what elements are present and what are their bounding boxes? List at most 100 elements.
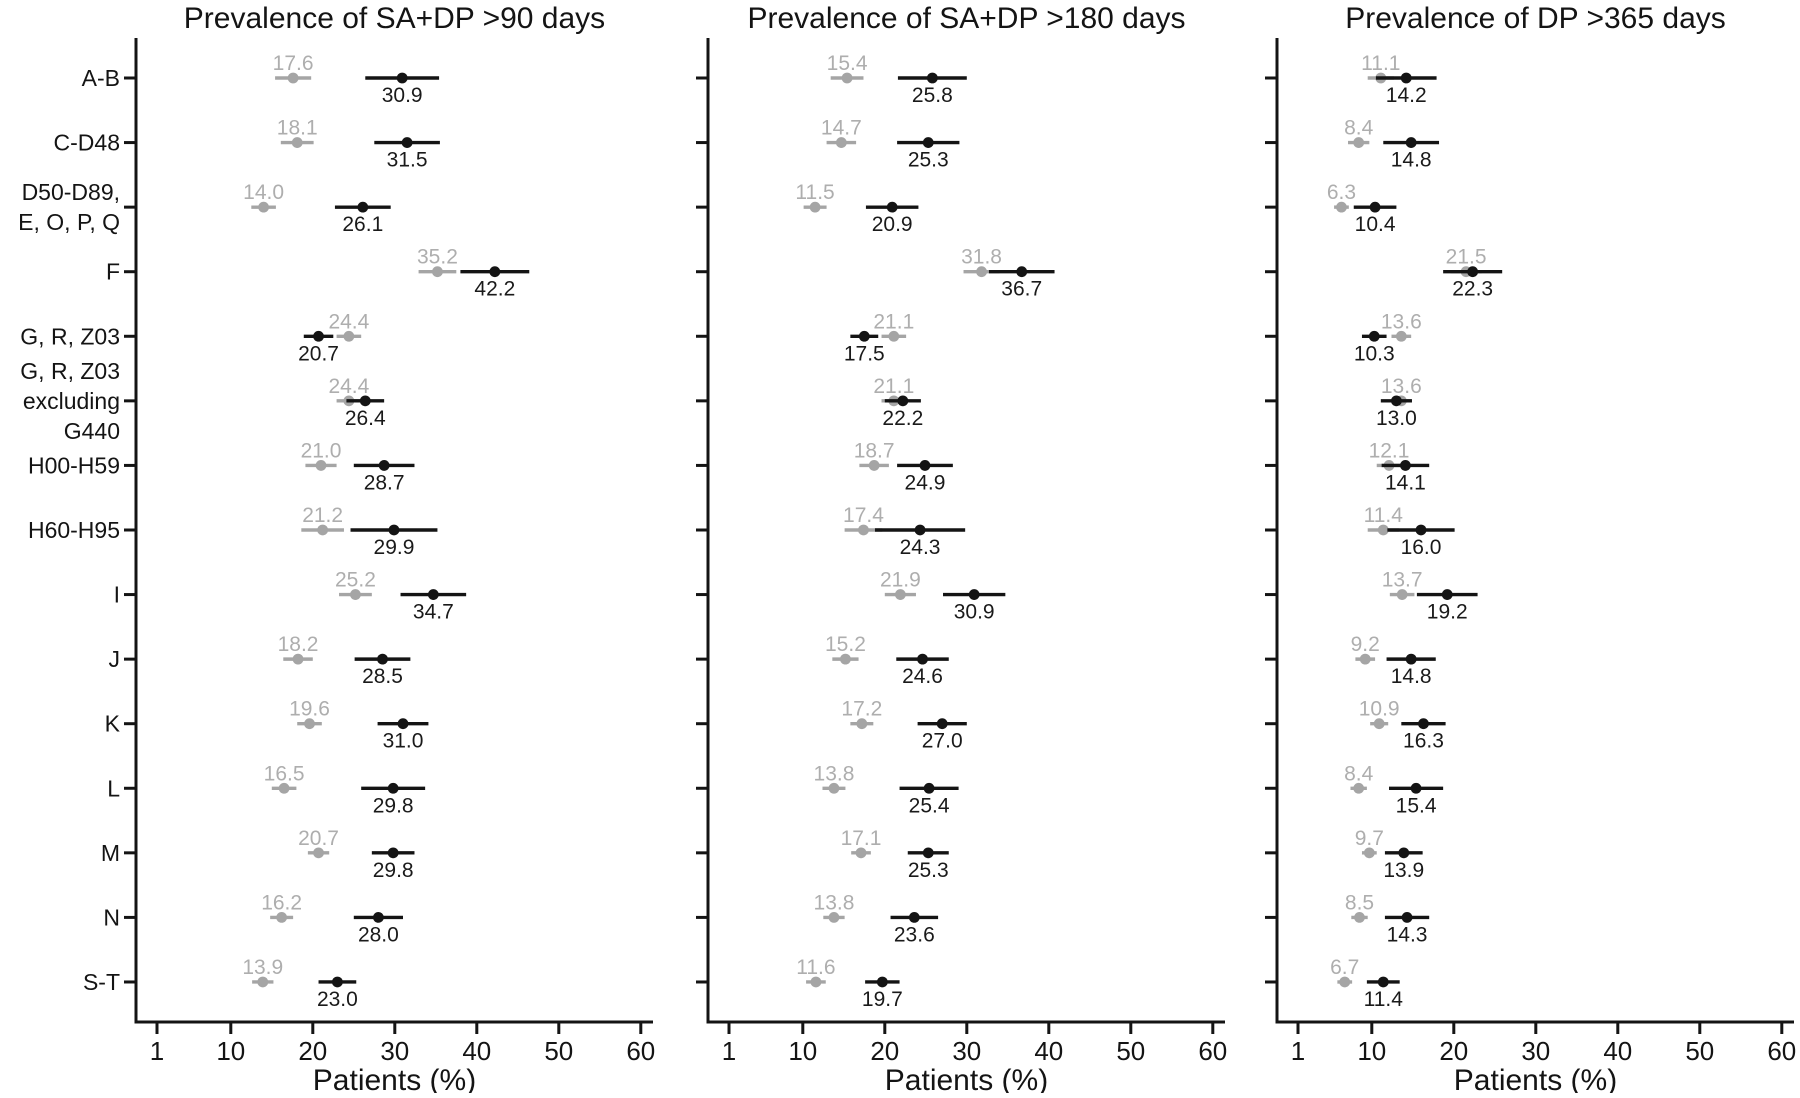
x-tick-label: 20	[1439, 1036, 1468, 1066]
gray-point-dot	[304, 718, 315, 730]
black-value-label: 13.9	[1383, 859, 1424, 882]
black-point-dot	[968, 589, 980, 600]
x-tick-label: 50	[1685, 1036, 1714, 1066]
category-label: F	[106, 259, 120, 285]
black-value-label: 14.8	[1391, 665, 1432, 688]
black-value-label: 29.9	[374, 536, 415, 559]
black-point-dot	[897, 395, 909, 407]
black-value-label: 16.3	[1403, 730, 1444, 753]
gray-value-label: 6.3	[1327, 181, 1356, 204]
category-label: L	[107, 775, 120, 801]
black-point-dot	[917, 653, 928, 665]
black-point-dot	[919, 460, 931, 471]
panel-title: Prevalence of SA+DP >90 days	[184, 2, 605, 35]
gray-point-dot	[840, 653, 851, 665]
gray-point-dot	[258, 201, 269, 213]
gray-value-label: 15.2	[825, 633, 866, 656]
gray-point-dot	[856, 718, 868, 730]
x-tick-label: 1	[722, 1036, 736, 1066]
x-axis-label: Patients (%)	[1454, 1064, 1617, 1093]
gray-point-dot	[1353, 137, 1365, 148]
gray-value-label: 13.9	[242, 956, 283, 979]
black-value-label: 25.3	[908, 859, 949, 882]
gray-value-label: 21.1	[873, 310, 914, 333]
panel-3: Prevalence of DP >365 days 1 10 20 30 40 50 60 P…	[1265, 2, 1796, 1097]
category-label: G440	[64, 418, 120, 444]
black-point-dot	[387, 782, 399, 794]
x-tick-label: 10	[788, 1036, 817, 1066]
gray-value-label: 18.2	[278, 633, 319, 656]
panel-title: Prevalence of DP >365 days	[1345, 2, 1726, 35]
gray-value-label: 13.8	[814, 891, 855, 914]
x-tick-label: 60	[626, 1036, 655, 1066]
black-value-label: 14.2	[1386, 84, 1427, 107]
gray-point-dot	[1354, 912, 1365, 923]
black-value-label: 13.0	[1376, 407, 1417, 430]
x-tick-label: 30	[952, 1036, 981, 1066]
category-label: G, R, Z03	[20, 358, 120, 384]
x-tick-label: 60	[1767, 1036, 1796, 1066]
gray-value-label: 25.2	[335, 569, 376, 592]
gray-value-label: 17.4	[843, 504, 884, 527]
gray-point-dot	[1359, 653, 1371, 665]
black-point-dot	[1398, 847, 1410, 859]
black-value-label: 17.5	[844, 342, 885, 365]
gray-value-label: 21.5	[1446, 246, 1487, 269]
black-point-dot	[1410, 782, 1422, 794]
gray-value-label: 10.9	[1359, 698, 1400, 721]
category-label: C-D48	[54, 130, 120, 156]
black-point-dot	[1405, 137, 1417, 148]
black-point-dot	[387, 847, 399, 859]
black-value-label: 20.9	[872, 213, 913, 236]
gray-point-dot	[432, 266, 443, 278]
gray-value-label: 12.1	[1369, 439, 1410, 462]
x-tick-label: 40	[1034, 1036, 1063, 1066]
panel-title: Prevalence of SA+DP >180 days	[747, 2, 1185, 35]
gray-value-label: 21.1	[873, 375, 914, 398]
black-point-dot	[1401, 912, 1413, 923]
gray-point-dot	[841, 72, 853, 84]
black-value-label: 28.0	[358, 923, 399, 946]
gray-point-dot	[1336, 201, 1347, 213]
black-value-label: 19.2	[1427, 601, 1468, 624]
gray-point-dot	[1396, 589, 1408, 600]
black-value-label: 31.0	[383, 730, 424, 753]
black-value-label: 29.8	[373, 859, 414, 882]
black-point-dot	[1441, 589, 1453, 600]
black-value-label: 26.1	[342, 213, 383, 236]
black-value-label: 30.9	[382, 84, 423, 107]
black-value-label: 28.5	[362, 665, 403, 688]
black-point-dot	[1400, 460, 1411, 471]
black-point-dot	[923, 782, 935, 794]
black-point-dot	[378, 460, 390, 471]
black-point-dot	[908, 912, 920, 923]
x-tick-label: 10	[216, 1036, 245, 1066]
gray-value-label: 17.2	[841, 698, 882, 721]
gray-point-dot	[835, 137, 847, 148]
black-value-label: 29.8	[373, 794, 414, 817]
gray-value-label: 16.5	[264, 762, 305, 785]
black-point-dot	[886, 201, 898, 213]
black-point-dot	[926, 72, 938, 84]
black-value-label: 22.2	[882, 407, 923, 430]
gray-value-label: 13.8	[814, 762, 855, 785]
gray-value-label: 8.5	[1345, 891, 1374, 914]
black-point-dot	[914, 524, 926, 536]
black-point-dot	[1400, 72, 1412, 84]
gray-point-dot	[888, 330, 900, 342]
black-value-label: 28.7	[364, 471, 405, 494]
category-label: N	[103, 904, 120, 930]
gray-value-label: 21.9	[880, 569, 921, 592]
black-value-label: 14.8	[1391, 149, 1432, 172]
x-tick-label: 40	[462, 1036, 491, 1066]
gray-value-label: 13.7	[1382, 569, 1423, 592]
gray-value-label: 17.1	[841, 827, 882, 850]
black-point-dot	[357, 201, 369, 213]
black-value-label: 16.0	[1401, 536, 1442, 559]
black-value-label: 10.3	[1354, 342, 1395, 365]
gray-value-label: 14.7	[821, 117, 862, 140]
black-value-label: 23.6	[894, 923, 935, 946]
category-label: K	[105, 711, 121, 737]
panel-1: Prevalence of SA+DP >90 days A-B C-D48 D50-…	[18, 2, 655, 1097]
